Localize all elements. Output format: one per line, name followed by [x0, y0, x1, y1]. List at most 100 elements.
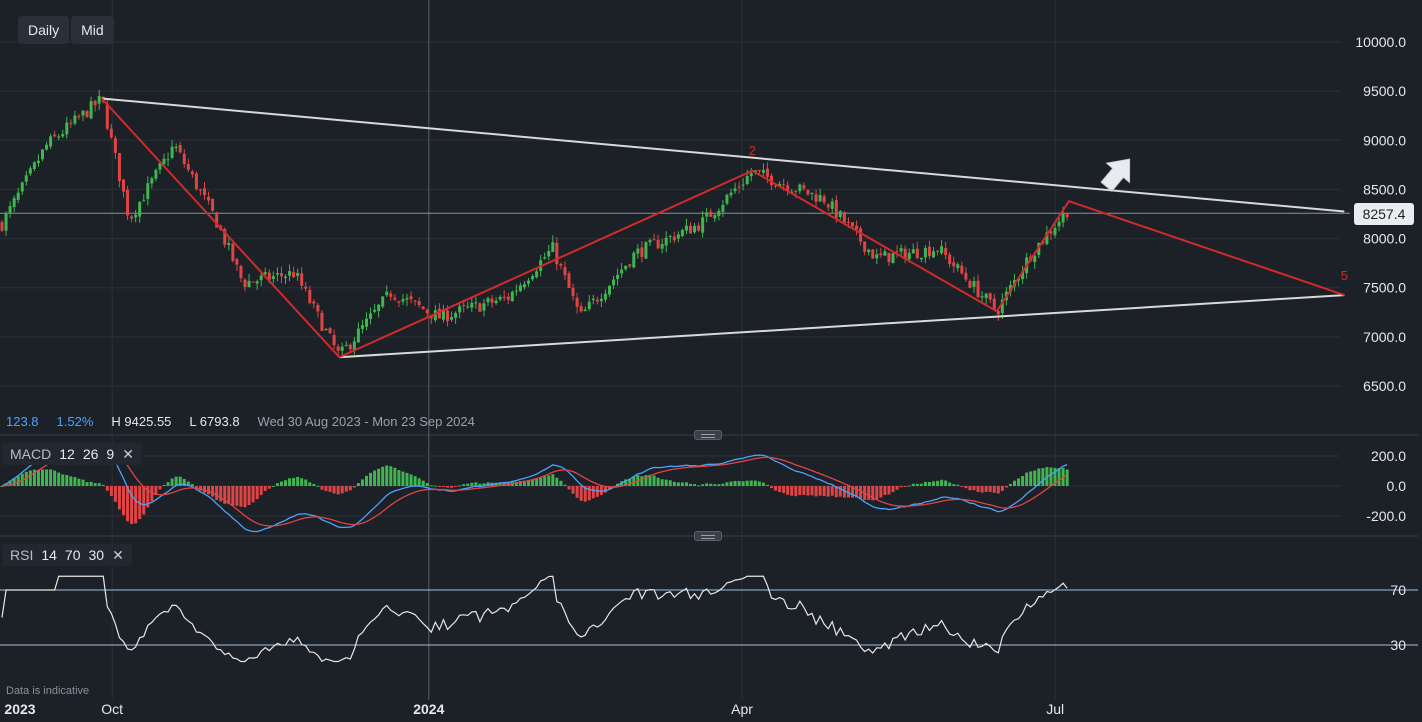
- candle: [725, 194, 729, 204]
- candle: [992, 298, 996, 310]
- candle: [255, 281, 259, 284]
- candle: [883, 251, 887, 256]
- candle: [174, 146, 178, 149]
- macd-histogram-bar: [259, 486, 263, 496]
- macd-histogram-bar: [154, 486, 158, 495]
- candle: [713, 214, 717, 219]
- macd-histogram-bar: [927, 482, 931, 486]
- macd-histogram-bar: [1021, 475, 1025, 486]
- price-type-button[interactable]: Mid: [71, 16, 114, 44]
- macd-histogram-bar: [462, 484, 466, 486]
- candle: [1033, 255, 1037, 263]
- candle: [806, 189, 810, 195]
- macd-histogram-bar: [907, 485, 911, 487]
- candle: [514, 290, 518, 292]
- macd-histogram-bar: [628, 478, 632, 486]
- macd-histogram-bar: [543, 476, 547, 486]
- candle: [851, 222, 854, 227]
- candle: [932, 251, 935, 258]
- macd-histogram-bar: [891, 486, 895, 492]
- rsi-indicator-label[interactable]: RSI 14 70 30 ✕: [2, 544, 132, 566]
- candle: [320, 312, 324, 331]
- macd-histogram-bar: [737, 481, 741, 486]
- candle: [170, 146, 174, 158]
- candle: [826, 204, 830, 208]
- candle: [373, 309, 377, 312]
- candle: [158, 163, 162, 170]
- macd-histogram-bar: [288, 478, 292, 486]
- macd-histogram-bar: [312, 483, 316, 486]
- candle: [721, 204, 725, 212]
- candle: [421, 306, 425, 310]
- macd-histogram-bar: [109, 486, 113, 497]
- rsi-close-icon[interactable]: ✕: [112, 546, 124, 563]
- macd-param-signal: 9: [106, 446, 115, 462]
- candle: [150, 178, 154, 184]
- macd-histogram-bar: [676, 482, 680, 486]
- y-tick-label: 8000.0: [1363, 231, 1406, 247]
- macd-histogram-bar: [340, 486, 344, 494]
- candle: [85, 111, 89, 118]
- macd-histogram-bar: [397, 470, 401, 486]
- candle: [591, 298, 595, 301]
- candle: [348, 344, 352, 350]
- candle: [486, 298, 490, 303]
- candle: [822, 196, 826, 203]
- candle: [344, 345, 348, 347]
- candle: [474, 302, 478, 304]
- candle: [356, 328, 360, 343]
- candle: [162, 158, 166, 164]
- macd-histogram-bar: [668, 480, 672, 486]
- macd-histogram-bar: [770, 486, 773, 489]
- macd-histogram-bar: [822, 486, 826, 497]
- candle: [887, 252, 891, 262]
- candle: [304, 286, 308, 289]
- candle: [944, 248, 948, 255]
- macd-histogram-bar: [421, 480, 425, 486]
- macd-histogram-bar: [1013, 480, 1016, 486]
- macd-histogram-bar: [142, 486, 146, 515]
- candle: [612, 279, 616, 286]
- macd-histogram-bar: [915, 483, 919, 486]
- candle: [389, 293, 393, 297]
- candle: [502, 296, 506, 298]
- macd-histogram-bar: [482, 483, 486, 486]
- candle: [360, 325, 364, 329]
- candle: [903, 248, 907, 260]
- candle: [923, 248, 927, 258]
- candle: [891, 253, 895, 264]
- pane-resize-handle-macd[interactable]: [694, 430, 722, 440]
- candle: [911, 249, 915, 254]
- macd-histogram-bar: [413, 476, 417, 486]
- macd-histogram-bar: [166, 482, 170, 486]
- macd-histogram-bar: [539, 477, 543, 486]
- rsi-param-lower: 30: [88, 547, 105, 563]
- candle: [425, 309, 429, 314]
- rsi-tick-label: 70: [1390, 582, 1406, 598]
- macd-histogram-bar: [85, 482, 89, 486]
- pane-resize-handle-rsi[interactable]: [694, 531, 722, 541]
- candle: [899, 248, 903, 252]
- macd-histogram-bar: [207, 486, 211, 495]
- candle: [385, 291, 389, 296]
- macd-histogram-bar: [158, 486, 162, 490]
- macd-histogram-bar: [587, 486, 591, 501]
- interval-button[interactable]: Daily: [18, 16, 70, 44]
- macd-indicator-label[interactable]: MACD 12 26 9 ✕: [2, 443, 142, 465]
- candle: [599, 298, 603, 302]
- macd-histogram-bar: [41, 469, 44, 486]
- candle: [636, 248, 640, 254]
- y-tick-label: 8500.0: [1363, 181, 1406, 197]
- macd-histogram-bar: [296, 476, 300, 486]
- candle: [352, 341, 356, 351]
- macd-histogram-bar: [531, 479, 535, 486]
- rsi-line: [1, 575, 1068, 663]
- candle: [308, 289, 312, 303]
- macd-close-icon[interactable]: ✕: [122, 445, 134, 462]
- macd-histogram-bar: [563, 484, 567, 486]
- macd-histogram-bar: [409, 474, 413, 486]
- candle: [4, 213, 8, 231]
- macd-histogram-bar: [255, 486, 259, 500]
